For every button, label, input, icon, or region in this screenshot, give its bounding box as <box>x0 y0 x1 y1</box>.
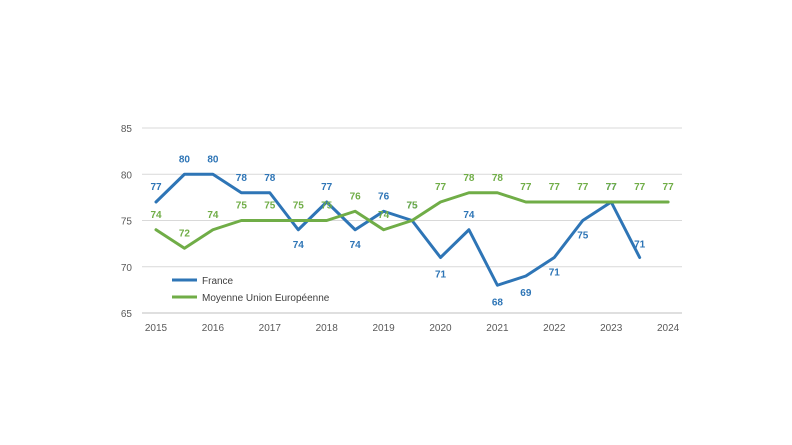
legend: France Moyenne Union Européenne <box>172 276 330 304</box>
france-data-label: 78 <box>264 173 276 184</box>
eu-data-label: 77 <box>435 182 447 193</box>
x-tick-label: 2017 <box>259 323 282 334</box>
x-tick-label: 2024 <box>657 323 680 334</box>
legend-entry: Moyenne Union Européenne <box>202 293 330 304</box>
eu-data-label: 74 <box>207 210 219 221</box>
france-data-label: 71 <box>435 270 447 281</box>
y-axis: 65 70 75 80 85 <box>121 124 133 320</box>
france-data-label: 69 <box>520 288 532 299</box>
x-tick-label: 2023 <box>600 323 623 334</box>
france-data-label: 75 <box>577 231 589 242</box>
france-data-label: 71 <box>549 268 561 279</box>
eu-average-line <box>154 191 670 250</box>
series-lines <box>154 172 670 287</box>
y-tick-label: 70 <box>121 263 133 274</box>
eu-data-label: 77 <box>606 182 618 193</box>
france-line <box>154 172 642 287</box>
y-tick-label: 65 <box>121 309 133 320</box>
legend-entry: France <box>202 276 234 287</box>
france-data-label: 74 <box>463 210 475 221</box>
eu-data-label: 75 <box>293 201 305 212</box>
eu-data-label: 77 <box>663 182 675 193</box>
france-data-label: 71 <box>634 240 646 251</box>
x-tick-label: 2022 <box>543 323 566 334</box>
eu-data-label: 75 <box>264 201 276 212</box>
france-data-label: 78 <box>236 173 248 184</box>
france-data-label: 77 <box>150 182 162 193</box>
eu-data-label: 77 <box>549 182 561 193</box>
data-labels: 77 80 80 78 78 74 77 74 76 75 71 74 68 69 71 75 77 71 74 72… <box>150 154 674 308</box>
eu-data-label: 75 <box>321 201 333 212</box>
eu-data-label: 75 <box>406 201 418 212</box>
eu-data-label: 74 <box>150 210 162 221</box>
france-data-label: 74 <box>293 240 305 251</box>
france-data-label: 76 <box>378 191 390 202</box>
x-tick-label: 2016 <box>202 323 225 334</box>
eu-data-label: 74 <box>378 210 390 221</box>
france-data-label: 74 <box>350 240 362 251</box>
y-tick-label: 75 <box>121 217 133 228</box>
eu-data-label: 77 <box>520 182 532 193</box>
eu-data-label: 78 <box>492 173 504 184</box>
y-tick-label: 85 <box>121 124 133 135</box>
eu-data-label: 75 <box>236 201 248 212</box>
eu-data-label: 76 <box>350 191 362 202</box>
y-tick-label: 80 <box>121 170 133 181</box>
x-axis: 2015 2016 2017 2018 2019 2020 2021 2022 2023 2024 <box>145 323 680 334</box>
eu-data-label: 77 <box>577 182 589 193</box>
france-data-label: 68 <box>492 297 504 308</box>
x-tick-label: 2018 <box>316 323 339 334</box>
x-tick-label: 2021 <box>486 323 509 334</box>
france-data-label: 75 <box>406 201 418 212</box>
france-data-label: 77 <box>606 182 618 193</box>
x-tick-label: 2019 <box>372 323 395 334</box>
eu-data-label: 77 <box>634 182 646 193</box>
eu-data-label: 78 <box>463 173 475 184</box>
france-data-label: 77 <box>321 182 333 193</box>
france-data-label: 80 <box>179 154 191 165</box>
x-tick-label: 2020 <box>429 323 452 334</box>
france-data-label: 80 <box>207 154 219 165</box>
eu-data-label: 72 <box>179 228 191 239</box>
x-tick-label: 2015 <box>145 323 168 334</box>
